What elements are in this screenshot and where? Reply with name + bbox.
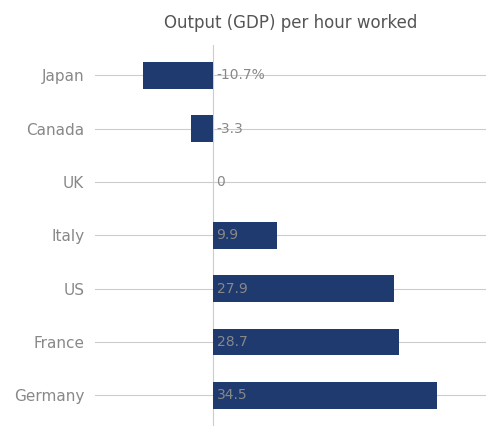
Text: -10.7%: -10.7% [216, 68, 266, 82]
Bar [143, 62, 212, 88]
Text: 9.9: 9.9 [216, 228, 238, 242]
Text: 27.9: 27.9 [216, 282, 248, 296]
Bar [191, 115, 212, 142]
Text: -3.3: -3.3 [216, 121, 244, 136]
Title: Output (GDP) per hour worked: Output (GDP) per hour worked [164, 14, 417, 32]
Bar [212, 382, 438, 409]
Text: 28.7: 28.7 [216, 335, 248, 349]
Text: 0: 0 [216, 175, 226, 189]
Text: 34.5: 34.5 [216, 389, 247, 403]
Bar [212, 222, 277, 249]
Bar [212, 275, 394, 302]
Bar [212, 329, 400, 356]
